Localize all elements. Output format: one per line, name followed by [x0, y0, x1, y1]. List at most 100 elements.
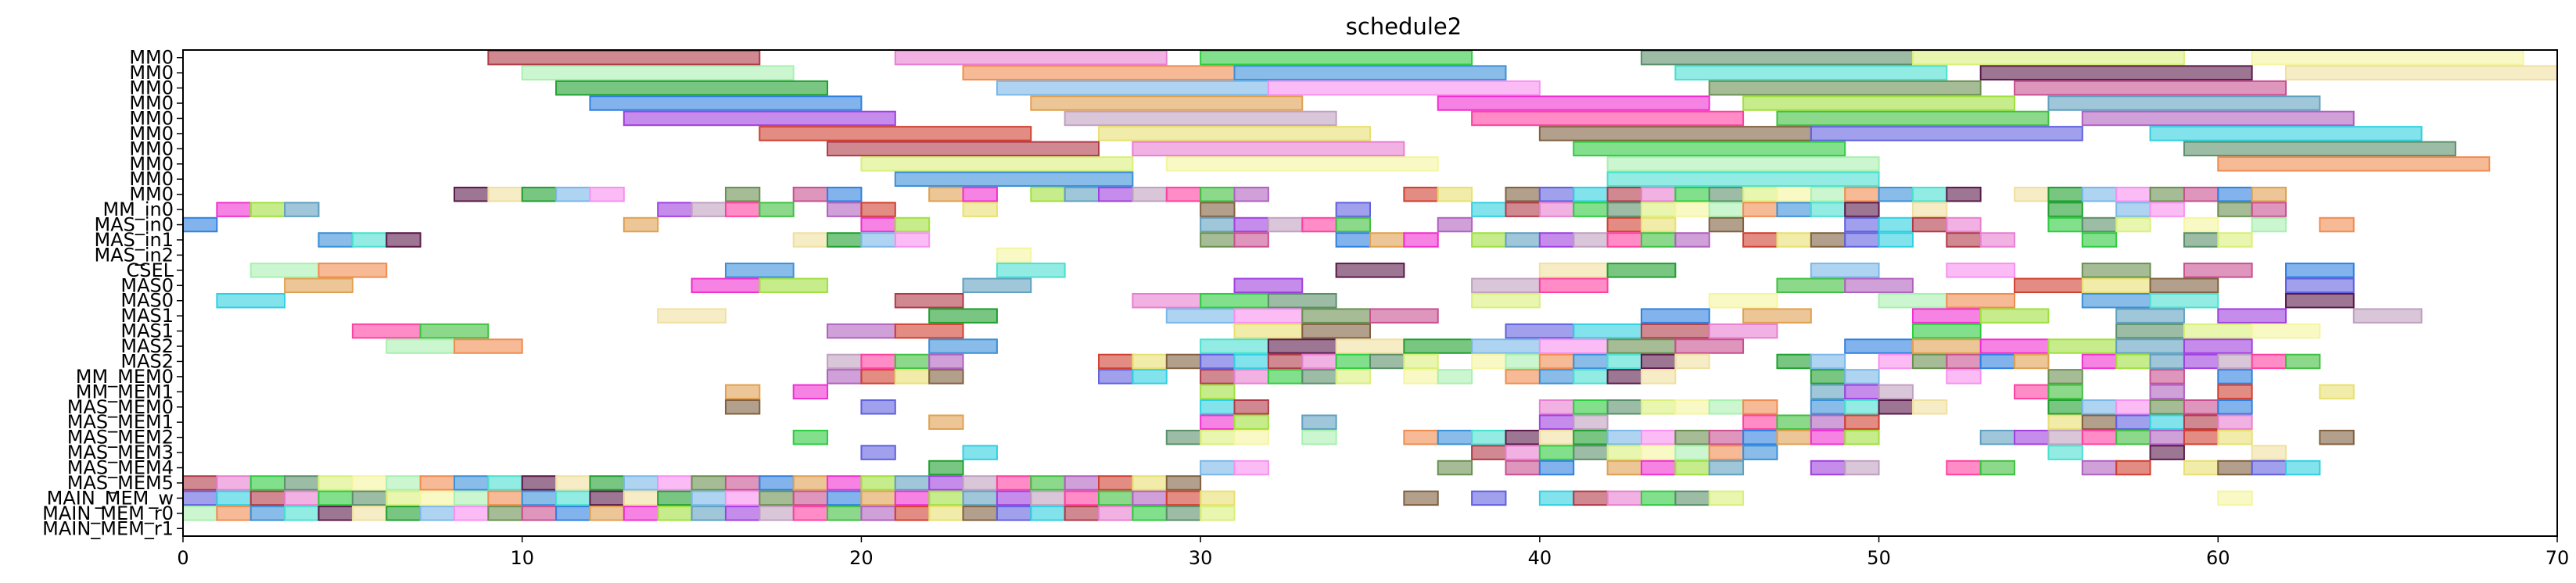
task-bar — [827, 353, 863, 370]
task-bar — [1844, 232, 1880, 248]
task-bar — [249, 506, 286, 521]
task-bar — [2014, 384, 2050, 400]
task-bar — [1979, 460, 2016, 476]
task-bar — [1708, 429, 1745, 445]
task-bar — [1301, 323, 1372, 339]
task-bar — [589, 186, 625, 202]
task-bar — [1505, 202, 1541, 217]
task-bar — [1911, 399, 1948, 415]
task-bar — [1911, 323, 1982, 339]
task-bar — [2047, 384, 2083, 400]
task-bar — [386, 232, 422, 248]
task-bar — [1708, 490, 1745, 506]
task-bar — [182, 506, 218, 521]
task-bar — [419, 475, 455, 491]
task-bar — [1437, 186, 1473, 202]
y-tick-label: MAS_MEM1 — [67, 411, 174, 433]
task-bar — [555, 80, 829, 96]
task-bar — [2217, 414, 2253, 430]
task-bar — [1708, 445, 1745, 460]
task-bar — [2149, 414, 2185, 430]
task-bar — [1640, 232, 1677, 248]
y-tick-label: MAIN_MEM_r0 — [42, 503, 174, 524]
task-bar — [1267, 216, 1304, 233]
y-tick-labels: MM0MM0MM0MM0MM0MM0MM0MM0MM0MM0MM_in0MAS_… — [42, 47, 183, 539]
task-bar — [1573, 490, 1609, 506]
task-bar — [1538, 263, 1609, 278]
y-tick-label: MAS1 — [120, 305, 174, 327]
task-bar — [2183, 399, 2219, 415]
task-bar — [1403, 490, 1439, 506]
task-bar — [2251, 186, 2287, 202]
task-bar — [1335, 202, 1371, 217]
task-bar — [1844, 460, 1880, 476]
task-bar — [894, 323, 964, 339]
task-bar — [2047, 338, 2118, 354]
task-bar — [2217, 429, 2253, 445]
task-bar — [1335, 338, 1405, 354]
task-bar — [622, 506, 659, 521]
task-bar — [759, 475, 795, 491]
task-bar — [894, 353, 931, 370]
task-bar — [827, 232, 863, 248]
y-tick-label: MM_in0 — [102, 199, 174, 220]
task-bar — [1878, 216, 1914, 233]
task-bar — [2285, 460, 2321, 476]
task-bar — [860, 475, 896, 491]
task-bar — [589, 490, 625, 506]
task-bar — [657, 490, 693, 506]
task-bar — [1911, 186, 1948, 202]
task-bar — [759, 202, 795, 217]
task-bar — [1573, 353, 1609, 370]
task-bar — [2081, 429, 2118, 445]
task-bar — [1267, 292, 1337, 309]
y-tick-label: MM0 — [129, 138, 174, 159]
task-bar — [419, 323, 490, 339]
task-bar — [1911, 338, 1982, 354]
task-bar — [249, 490, 286, 506]
task-bar — [1030, 490, 1066, 506]
task-bar — [827, 369, 863, 384]
task-bar — [792, 186, 829, 202]
task-bar — [860, 232, 896, 248]
task-bar — [1098, 369, 1134, 384]
task-bar — [1267, 338, 1337, 354]
task-bar — [1844, 399, 1880, 415]
task-bar — [894, 369, 931, 384]
task-bar — [1538, 445, 1575, 460]
y-tick-label: MM0 — [129, 107, 174, 129]
task-bar — [1844, 369, 1880, 384]
task-bar — [1606, 429, 1642, 445]
task-bar — [894, 49, 1168, 66]
task-bar — [1810, 126, 2083, 141]
task-bar — [2149, 186, 2185, 202]
task-bar — [1200, 414, 1236, 430]
task-bar — [2251, 445, 2287, 460]
task-bar — [453, 475, 490, 491]
task-bar — [1403, 338, 1473, 354]
task-bar — [1742, 186, 1778, 202]
task-bar — [1674, 202, 1710, 217]
y-tick-label: MAS_MEM2 — [67, 427, 174, 449]
task-bar — [1742, 95, 2016, 111]
task-bar — [1538, 126, 1812, 141]
task-bar — [2047, 202, 2083, 217]
task-bar — [1538, 353, 1575, 370]
task-bar — [1505, 232, 1541, 248]
task-bar — [1301, 308, 1372, 324]
task-bar — [1640, 216, 1677, 233]
task-bar — [1606, 171, 1880, 187]
task-bar — [792, 475, 829, 491]
task-bar — [622, 490, 659, 506]
y-tick-label: MAS_in2 — [94, 244, 174, 266]
task-bar — [1200, 429, 1236, 445]
y-tick-label: MAS_MEM0 — [67, 396, 174, 418]
task-bar — [2149, 202, 2185, 217]
task-bar — [1030, 95, 1304, 111]
task-bar — [1979, 65, 2253, 80]
task-bar — [1776, 110, 2050, 127]
task-bar — [284, 475, 320, 491]
task-bar — [657, 475, 693, 491]
task-bar — [1742, 308, 1812, 324]
x-tick-label: 20 — [849, 547, 874, 569]
